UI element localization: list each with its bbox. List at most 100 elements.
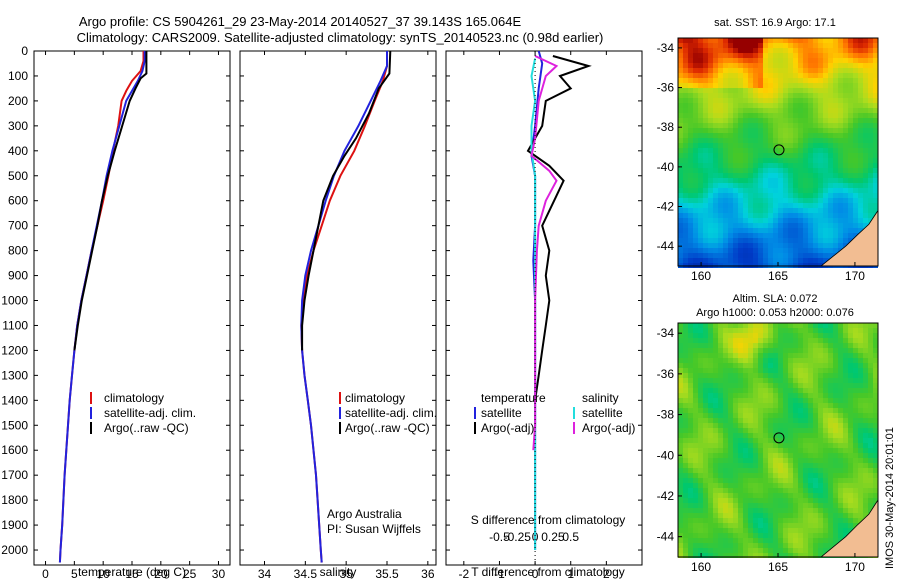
- map-cell: [748, 423, 753, 428]
- map-cell: [748, 253, 753, 258]
- map-cell: [703, 203, 708, 208]
- difference-xlabel: T difference from climatology: [471, 565, 625, 579]
- map-cell: [838, 478, 843, 483]
- map-cell: [838, 48, 843, 53]
- map-cell: [693, 523, 698, 528]
- map-cell: [818, 128, 823, 133]
- map-cell: [743, 123, 748, 128]
- map-cell: [693, 358, 698, 363]
- map-cell: [833, 218, 838, 223]
- map-cell: [798, 58, 803, 63]
- map-cell: [823, 123, 828, 128]
- map-cell: [838, 63, 843, 68]
- map-cell: [713, 63, 718, 68]
- map-cell: [778, 433, 783, 438]
- map-cell: [823, 428, 828, 433]
- map-cell: [833, 198, 838, 203]
- map-cell: [713, 123, 718, 128]
- map-cell: [758, 413, 763, 418]
- map-cell: [863, 513, 868, 518]
- map-cell: [848, 478, 853, 483]
- map-cell: [843, 188, 848, 193]
- map-cell: [793, 123, 798, 128]
- map-cell: [793, 128, 798, 133]
- map-cell: [873, 453, 878, 458]
- map-cell: [708, 123, 713, 128]
- map-cell: [693, 193, 698, 198]
- map-cell: [678, 228, 683, 233]
- map-cell: [773, 248, 778, 253]
- map-cell: [843, 38, 848, 43]
- map-cell: [788, 143, 793, 148]
- map-cell: [678, 38, 683, 43]
- map-cell: [683, 488, 688, 493]
- map-cell: [858, 103, 863, 108]
- map-cell: [843, 168, 848, 173]
- map-cell: [828, 428, 833, 433]
- map-cell: [833, 423, 838, 428]
- map-cell: [838, 88, 843, 93]
- map-cell: [868, 168, 873, 173]
- map-cell: [763, 363, 768, 368]
- map-cell: [758, 478, 763, 483]
- map-cell: [703, 258, 708, 263]
- map-cell: [758, 343, 763, 348]
- map-cell: [693, 78, 698, 83]
- series-line-climatology: [300, 51, 388, 563]
- map-cell: [773, 458, 778, 463]
- map-cell: [858, 428, 863, 433]
- map-cell: [728, 158, 733, 163]
- map-cell: [788, 478, 793, 483]
- map-cell: [733, 68, 738, 73]
- map-cell: [748, 53, 753, 58]
- map-cell: [873, 328, 878, 333]
- map-cell: [853, 183, 858, 188]
- map-cell: [793, 383, 798, 388]
- map-cell: [858, 508, 863, 513]
- map-cell: [833, 38, 838, 43]
- map-cell: [743, 363, 748, 368]
- map-cell: [843, 328, 848, 333]
- map-cell: [798, 98, 803, 103]
- map-cell: [873, 463, 878, 468]
- map-cell: [828, 353, 833, 358]
- map-cell: [728, 473, 733, 478]
- map-cell: [728, 508, 733, 513]
- map-cell: [798, 63, 803, 68]
- map-cell: [868, 473, 873, 478]
- map-cell: [718, 73, 723, 78]
- map-cell: [678, 173, 683, 178]
- map-cell: [733, 193, 738, 198]
- map-cell: [688, 383, 693, 388]
- map-cell: [748, 233, 753, 238]
- map-cell: [713, 493, 718, 498]
- map-cell: [783, 178, 788, 183]
- map-cell: [813, 223, 818, 228]
- map-cell: [793, 113, 798, 118]
- map-cell: [738, 448, 743, 453]
- map-cell: [718, 203, 723, 208]
- x-tick-label: 0: [42, 567, 49, 580]
- map-cell: [713, 553, 718, 558]
- map-cell: [778, 73, 783, 78]
- map-cell: [718, 108, 723, 113]
- map-cell: [688, 548, 693, 553]
- map-cell: [838, 508, 843, 513]
- map-cell: [823, 503, 828, 508]
- map-cell: [703, 448, 708, 453]
- map-cell: [858, 323, 863, 328]
- depth-tick-label: 1800: [1, 493, 28, 507]
- map-cell: [683, 378, 688, 383]
- map-cell: [843, 463, 848, 468]
- map-cell: [748, 388, 753, 393]
- map-cell: [793, 513, 798, 518]
- map-cell: [858, 483, 863, 488]
- map-cell: [803, 533, 808, 538]
- x-tick-label: 36: [421, 567, 435, 580]
- map-cell: [688, 258, 693, 263]
- map-cell: [843, 198, 848, 203]
- map-cell: [778, 348, 783, 353]
- map-cell: [848, 123, 853, 128]
- depth-tick-label: 2000: [1, 543, 28, 557]
- map-cell: [698, 43, 703, 48]
